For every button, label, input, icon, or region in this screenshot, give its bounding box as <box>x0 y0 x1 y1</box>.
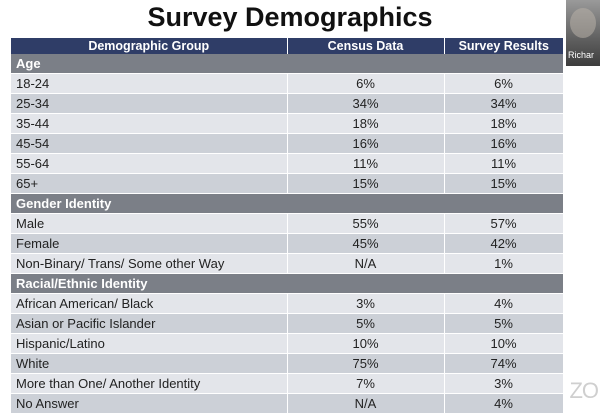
section-row: Gender Identity <box>11 193 564 214</box>
survey-value: 15% <box>444 173 564 194</box>
group-cell: 55-64 <box>11 153 288 174</box>
group-cell: 45-54 <box>11 133 288 154</box>
group-cell: White <box>11 353 288 374</box>
group-cell: 35-44 <box>11 113 288 134</box>
slide-title: Survey Demographics <box>147 2 433 32</box>
survey-value: 5% <box>444 313 564 334</box>
table-header-row: Demographic Group Census Data Survey Res… <box>11 38 563 54</box>
survey-value: 4% <box>444 293 564 314</box>
table-row: Asian or Pacific Islander 5% 5% <box>11 313 564 334</box>
survey-value: 42% <box>444 233 564 254</box>
table-row: 18-24 6% 6% <box>11 73 564 94</box>
column-header-census-data: Census Data <box>287 38 445 54</box>
group-cell: 18-24 <box>11 73 288 94</box>
census-value: 15% <box>287 173 445 194</box>
group-cell: Female <box>11 233 288 254</box>
census-value: 11% <box>287 153 445 174</box>
group-cell: Male <box>11 213 288 234</box>
table-row: 45-54 16% 16% <box>11 133 564 154</box>
group-cell: Hispanic/Latino <box>11 333 288 354</box>
census-value: 5% <box>287 313 445 334</box>
survey-value: 3% <box>444 373 564 394</box>
section-label: Gender Identity <box>11 193 564 214</box>
table-row: More than One/ Another Identity 7% 3% <box>11 373 564 394</box>
table-row: 65+ 15% 15% <box>11 173 564 194</box>
section-label: Age <box>11 54 564 74</box>
census-value: 45% <box>287 233 445 254</box>
demographics-table: Demographic Group Census Data Survey Res… <box>11 38 564 414</box>
group-cell: African American/ Black <box>11 293 288 314</box>
census-value: 34% <box>287 93 445 114</box>
section-row: Age <box>11 54 564 74</box>
survey-value: 16% <box>444 133 564 154</box>
participant-avatar <box>570 8 596 38</box>
section-row: Racial/Ethnic Identity <box>11 273 564 294</box>
census-value: 7% <box>287 373 445 394</box>
survey-value: 11% <box>444 153 564 174</box>
census-value: 75% <box>287 353 445 374</box>
census-value: 10% <box>287 333 445 354</box>
census-value: 6% <box>287 73 445 94</box>
survey-value: 1% <box>444 253 564 274</box>
participant-name: Richar <box>568 50 595 60</box>
survey-value: 18% <box>444 113 564 134</box>
survey-value: 6% <box>444 73 564 94</box>
table-row: 55-64 11% 11% <box>11 153 564 174</box>
table-row: 25-34 34% 34% <box>11 93 564 114</box>
census-value: 18% <box>287 113 445 134</box>
group-cell: Asian or Pacific Islander <box>11 313 288 334</box>
census-value: 55% <box>287 213 445 234</box>
survey-value: 10% <box>444 333 564 354</box>
group-cell: More than One/ Another Identity <box>11 373 288 394</box>
table-row: Male 55% 57% <box>11 213 564 234</box>
table-row: Female 45% 42% <box>11 233 564 254</box>
section-label: Racial/Ethnic Identity <box>11 273 564 294</box>
column-header-survey-results: Survey Results <box>444 38 563 54</box>
census-value: 3% <box>287 293 445 314</box>
survey-value: 74% <box>444 353 564 374</box>
column-header-demographic-group: Demographic Group <box>11 38 288 54</box>
group-cell: Non-Binary/ Trans/ Some other Way <box>11 253 288 274</box>
zoom-watermark: ZO <box>569 378 599 403</box>
census-value: 16% <box>287 133 445 154</box>
participant-video-tile[interactable]: Richar <box>566 0 600 66</box>
group-cell: 25-34 <box>11 93 288 114</box>
group-cell: 65+ <box>11 173 288 194</box>
census-value: N/A <box>287 253 445 274</box>
table-body: Age 18-24 6% 6% 25-34 34% 34% 35-44 18% 18% 45-54 1… <box>11 54 564 414</box>
table-row: Hispanic/Latino 10% 10% <box>11 333 564 354</box>
table-row: Non-Binary/ Trans/ Some other Way N/A 1% <box>11 253 564 274</box>
table-row: 35-44 18% 18% <box>11 113 564 134</box>
survey-value: 34% <box>444 93 564 114</box>
table-row: White 75% 74% <box>11 353 564 374</box>
survey-value: 57% <box>444 213 564 234</box>
table-row: African American/ Black 3% 4% <box>11 293 564 314</box>
